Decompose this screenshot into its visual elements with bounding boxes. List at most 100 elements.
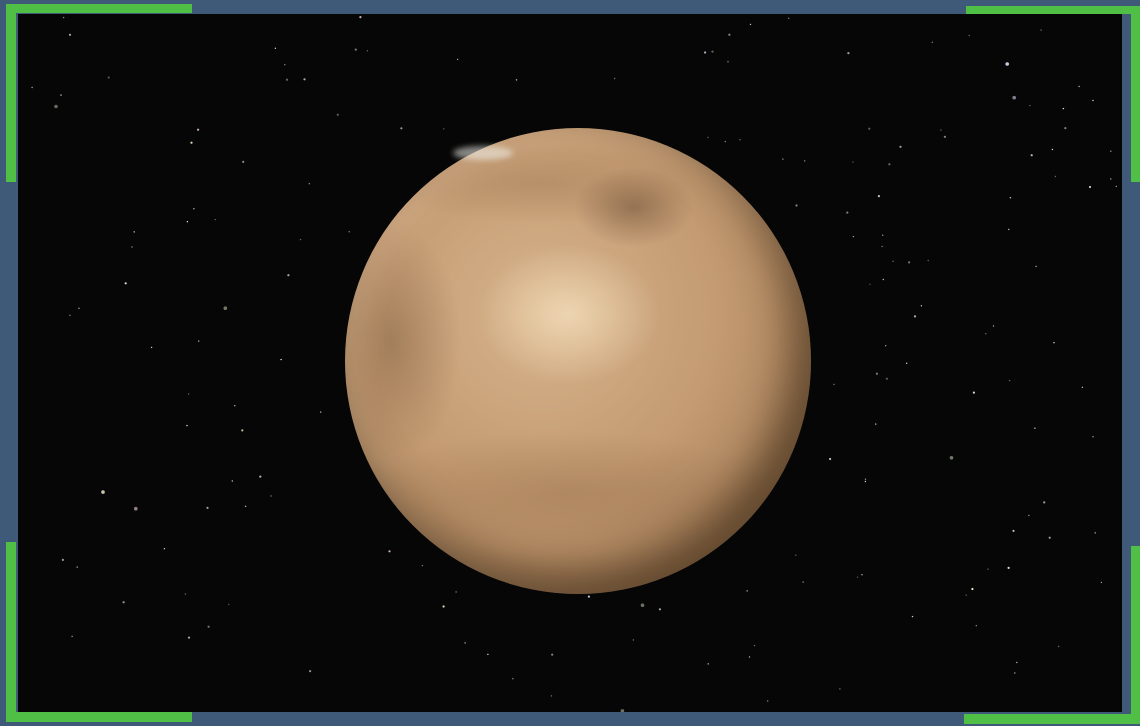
star bbox=[869, 283, 871, 285]
star bbox=[455, 591, 457, 593]
star bbox=[287, 274, 290, 277]
star bbox=[1005, 62, 1009, 66]
star bbox=[1110, 150, 1112, 152]
star bbox=[877, 195, 881, 198]
star bbox=[1029, 104, 1031, 107]
corner-bracket-top-right-h bbox=[966, 6, 1140, 14]
star bbox=[707, 663, 709, 665]
space-viewport[interactable] bbox=[18, 14, 1122, 712]
corner-bracket-bottom-right-h bbox=[964, 714, 1140, 724]
star bbox=[1012, 529, 1015, 533]
star bbox=[987, 568, 989, 570]
star bbox=[78, 307, 80, 309]
star bbox=[1008, 379, 1011, 382]
star bbox=[640, 603, 645, 607]
star bbox=[122, 601, 125, 604]
star bbox=[54, 104, 58, 109]
star bbox=[131, 246, 133, 248]
star bbox=[133, 231, 135, 233]
star bbox=[456, 58, 459, 61]
star bbox=[972, 391, 976, 394]
star bbox=[1051, 148, 1054, 151]
star bbox=[1014, 672, 1016, 674]
star bbox=[1092, 99, 1094, 102]
star bbox=[899, 145, 902, 148]
star bbox=[134, 506, 138, 511]
star bbox=[187, 636, 191, 639]
star bbox=[739, 139, 741, 141]
star bbox=[727, 61, 729, 63]
star bbox=[1028, 514, 1030, 517]
star bbox=[259, 475, 262, 478]
star bbox=[782, 158, 784, 160]
corner-bracket-bottom-left-h bbox=[6, 712, 192, 722]
star bbox=[1030, 154, 1033, 157]
star bbox=[913, 315, 917, 318]
star bbox=[804, 160, 806, 162]
star bbox=[620, 709, 625, 712]
star bbox=[767, 700, 769, 702]
star bbox=[280, 358, 282, 361]
star bbox=[1008, 228, 1010, 231]
corner-bracket-top-right-v bbox=[1131, 6, 1140, 182]
star bbox=[920, 305, 923, 307]
star bbox=[788, 17, 790, 19]
star bbox=[949, 456, 954, 460]
star bbox=[1088, 185, 1092, 189]
star bbox=[76, 566, 78, 568]
star bbox=[551, 653, 554, 656]
star bbox=[242, 160, 245, 163]
star bbox=[985, 333, 987, 335]
star bbox=[101, 490, 105, 494]
star bbox=[60, 94, 62, 96]
star bbox=[442, 605, 445, 608]
corner-bracket-bottom-left-v bbox=[6, 542, 16, 722]
star bbox=[336, 113, 339, 116]
star bbox=[587, 595, 591, 598]
star bbox=[241, 429, 244, 432]
star bbox=[124, 282, 127, 285]
star bbox=[1007, 566, 1010, 570]
star bbox=[214, 218, 216, 221]
star bbox=[366, 50, 369, 52]
star bbox=[31, 86, 33, 89]
star bbox=[892, 260, 894, 262]
star bbox=[207, 625, 210, 628]
mars-planet[interactable] bbox=[345, 128, 811, 594]
polar-ice-cap bbox=[453, 146, 513, 160]
star bbox=[359, 16, 362, 19]
star bbox=[1034, 427, 1036, 429]
star bbox=[852, 161, 854, 163]
star bbox=[1092, 436, 1094, 438]
star bbox=[1043, 501, 1046, 504]
star bbox=[62, 16, 65, 19]
star bbox=[724, 140, 726, 143]
star bbox=[968, 34, 970, 37]
star bbox=[285, 78, 289, 81]
star bbox=[348, 231, 350, 233]
star bbox=[303, 78, 306, 81]
star bbox=[846, 211, 849, 214]
star bbox=[1040, 29, 1042, 31]
star bbox=[885, 377, 889, 380]
star bbox=[971, 587, 974, 591]
star bbox=[1048, 536, 1051, 539]
star bbox=[231, 480, 233, 482]
star bbox=[512, 678, 514, 680]
star bbox=[71, 635, 73, 638]
star bbox=[1035, 265, 1037, 268]
star bbox=[308, 183, 310, 185]
star bbox=[198, 340, 200, 342]
star bbox=[992, 325, 995, 327]
star bbox=[1009, 197, 1012, 199]
star bbox=[443, 128, 445, 130]
star bbox=[244, 505, 247, 507]
star bbox=[1062, 107, 1065, 110]
star bbox=[187, 393, 190, 395]
star bbox=[749, 23, 752, 26]
star bbox=[464, 642, 466, 644]
star bbox=[299, 238, 302, 241]
star bbox=[975, 625, 977, 627]
star bbox=[400, 127, 403, 130]
star bbox=[613, 77, 616, 80]
